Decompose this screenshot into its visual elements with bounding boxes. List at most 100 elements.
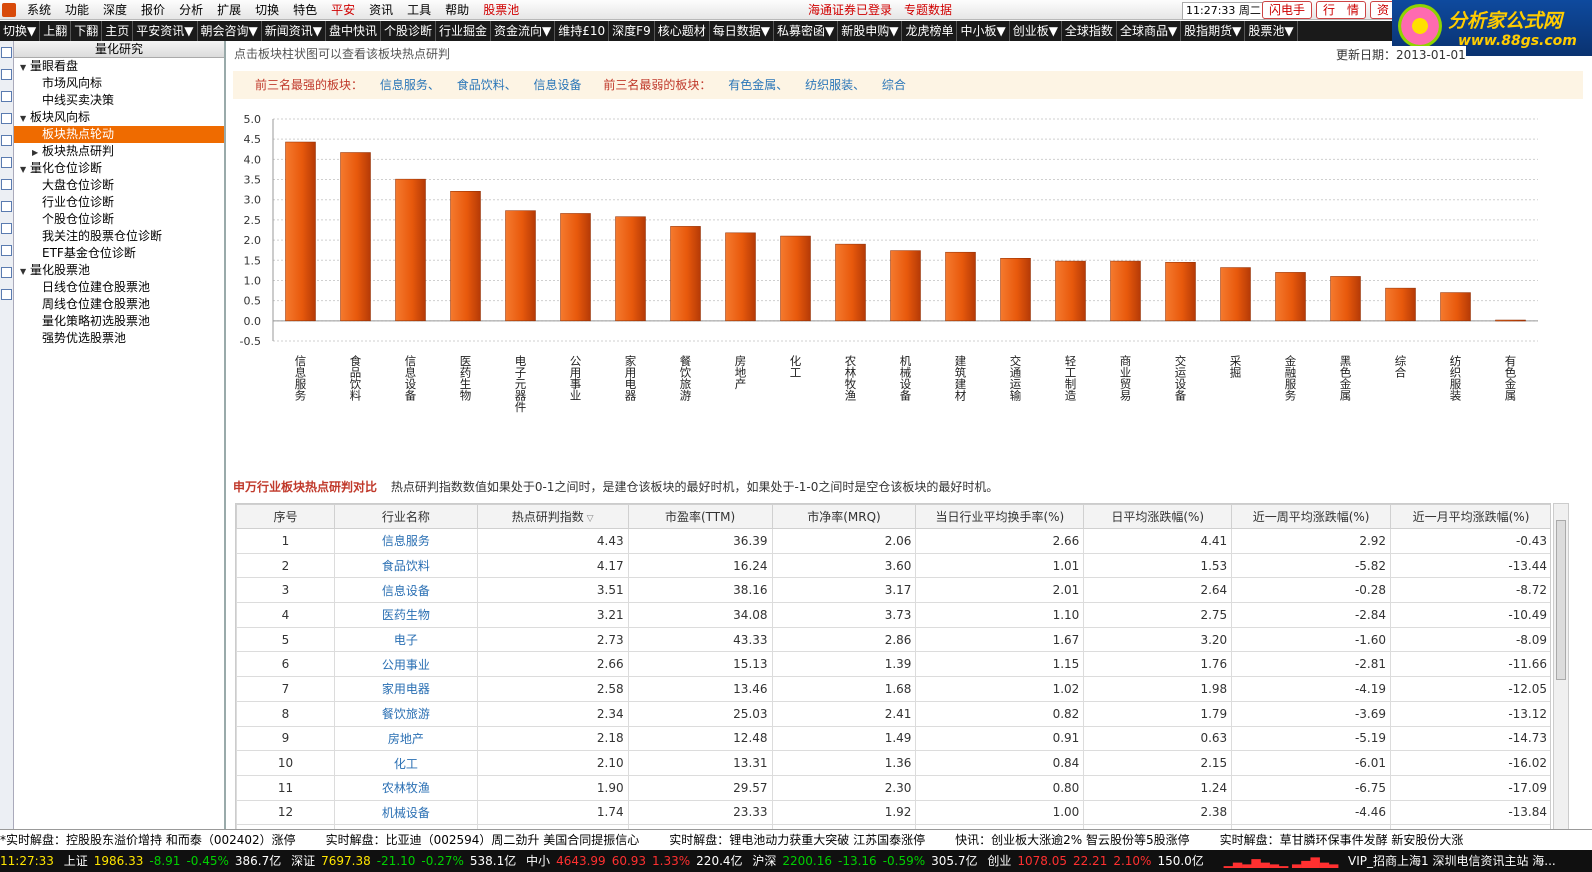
weak-link-2[interactable]: 纺织服装、 [805, 78, 866, 92]
flash-trade-button[interactable]: 闪电手 [1262, 1, 1313, 19]
tree-item[interactable]: 我关注的股票仓位诊断 [14, 228, 224, 245]
list-icon[interactable] [1, 113, 12, 124]
toolbar-item[interactable]: 股票池▼ [1245, 21, 1298, 41]
column-header[interactable]: 日平均涨跌幅(%) [1083, 504, 1233, 529]
chart-icon[interactable] [1, 157, 12, 168]
toolbar-item[interactable]: 主页 [102, 21, 134, 41]
calendar-icon[interactable] [1, 245, 12, 256]
toolbar-item[interactable]: 全球商品▼ [1117, 21, 1182, 41]
weak-link-3[interactable]: 综合 [881, 78, 906, 92]
tree-item[interactable]: 行业仓位诊断 [14, 194, 224, 211]
menu-item[interactable]: 系统 [27, 3, 52, 17]
sector-link[interactable]: 电子 [333, 626, 478, 653]
chart-bar[interactable] [670, 226, 701, 322]
sector-link[interactable]: 食品饮料 [333, 552, 478, 579]
search-icon[interactable] [1, 289, 12, 300]
table-row[interactable]: 9 房地产 2.18 12.48 1.49 0.91 0.63 -5.19 -14.73 [236, 725, 1550, 752]
tree-item[interactable]: 中线买卖决策 [14, 92, 224, 109]
sector-link[interactable]: 信息设备 [333, 577, 478, 604]
toolbar-item[interactable]: 深度F9 [609, 21, 655, 41]
weak-link-1[interactable]: 有色金属、 [728, 78, 789, 92]
toolbar-item[interactable]: 平安资讯▼ [133, 21, 198, 41]
chart-bar[interactable] [1220, 267, 1251, 322]
column-header[interactable]: 当日行业平均换手率(%) [915, 504, 1085, 529]
menu-item[interactable]: 深度 [103, 3, 128, 17]
scroll-thumb[interactable] [1556, 520, 1566, 680]
toolbar-item[interactable]: 私募密函▼ [774, 21, 839, 41]
toolbar-item[interactable]: 朝会咨询▼ [198, 21, 262, 41]
table-row[interactable]: 7 家用电器 2.58 13.46 1.68 1.02 1.98 -4.19 -12.05 [236, 676, 1550, 702]
chart-bar[interactable] [615, 216, 646, 322]
chart-bar[interactable] [340, 152, 371, 322]
toolbar-item[interactable]: 全球指数 [1062, 21, 1117, 41]
menu-item[interactable]: 报价 [141, 3, 166, 17]
ticker-item[interactable]: 快讯：创业板大涨逾2% 智云股份等5股涨停 [955, 833, 1190, 847]
sector-link[interactable]: 家用电器 [333, 676, 478, 702]
table-icon[interactable] [1, 179, 12, 190]
tree-item[interactable]: ▼ 量化仓位诊断 [14, 160, 224, 177]
chart-bar[interactable] [285, 141, 316, 322]
tree-item[interactable]: 大盘仓位诊断 [14, 177, 224, 194]
toolbar-item[interactable]: 下翻 [71, 21, 103, 41]
sector-link[interactable]: 医药生物 [333, 602, 478, 628]
vertical-scrollbar[interactable] [1553, 503, 1569, 833]
note-icon[interactable] [1, 223, 12, 234]
collapse-arrow-icon[interactable]: ▼ [20, 114, 27, 123]
strong-link-3[interactable]: 信息设备 [533, 78, 582, 92]
tree-item[interactable]: ▼ 板块风向标 [14, 109, 224, 126]
ticker-item[interactable]: 实时解盘：比亚迪（002594）周二劲升 美国合同提振信心 [325, 833, 640, 847]
toolbar-item[interactable]: 核心题材 [655, 21, 710, 41]
ticker-item[interactable]: 实时解盘：草甘膦环保事件发酵 新安股份大涨 [1219, 833, 1464, 847]
menu-item[interactable]: 特色 [293, 3, 318, 17]
toolbar-item[interactable]: 股指期货▼ [1181, 21, 1246, 41]
toolbar-item[interactable]: 中小板▼ [957, 21, 1010, 41]
tree-item[interactable]: 个股仓位诊断 [14, 211, 224, 228]
chart-bar[interactable] [1495, 319, 1526, 322]
toolbar-item[interactable]: 创业板▼ [1010, 21, 1062, 41]
collapse-arrow-icon[interactable]: ▼ [20, 165, 27, 174]
toolbar-item[interactable]: 上翻 [40, 21, 72, 41]
chart-bar[interactable] [560, 213, 591, 322]
up-icon[interactable] [1, 69, 12, 80]
column-header[interactable]: 行业名称 [333, 504, 478, 529]
table-row[interactable]: 6 公用事业 2.66 15.13 1.39 1.15 1.76 -2.81 -11.66 [236, 651, 1550, 678]
table-row[interactable]: 4 医药生物 3.21 34.08 3.73 1.10 2.75 -2.84 -10.49 [236, 602, 1550, 628]
down-icon[interactable] [1, 91, 12, 102]
ticker-item[interactable]: 实时解盘：锂电池动力获重大突破 江苏国泰涨停 [669, 833, 926, 847]
tree-item[interactable]: 市场风向标 [14, 75, 224, 92]
sector-link[interactable]: 房地产 [333, 725, 478, 752]
grid-icon[interactable] [1, 135, 12, 146]
chart-bar[interactable] [725, 232, 756, 322]
table-row[interactable]: 2 食品饮料 4.17 16.24 3.60 1.01 1.53 -5.82 -13.44 [236, 552, 1550, 579]
tree-item[interactable]: ▼ 量化股票池 [14, 262, 224, 279]
column-header[interactable]: 近一月平均涨跌幅(%) [1390, 504, 1550, 529]
tree-item[interactable]: 板块热点轮动 [14, 126, 224, 143]
back-icon[interactable] [1, 47, 12, 58]
menu-item[interactable]: 功能 [65, 3, 90, 17]
chart-bar[interactable] [890, 250, 921, 322]
toolbar-item[interactable]: 个股诊断 [381, 21, 437, 41]
tree-item[interactable]: 强势优选股票池 [14, 330, 224, 347]
menu-item[interactable]: 资讯 [369, 3, 394, 17]
strong-link-1[interactable]: 信息服务、 [379, 78, 440, 92]
menu-item[interactable]: 扩展 [217, 3, 242, 17]
tree-item[interactable]: ▼ 量眼看盘 [14, 58, 224, 75]
sector-link[interactable]: 农林牧渔 [333, 774, 478, 801]
toolbar-item[interactable]: 资金流向▼ [491, 21, 556, 41]
chart-bar[interactable] [1275, 272, 1306, 322]
menu-item[interactable]: 工具 [407, 3, 432, 17]
chart-bar[interactable] [1000, 258, 1031, 322]
table-row[interactable]: 5 电子 2.73 43.33 2.86 1.67 3.20 -1.60 -8.09 [236, 626, 1550, 653]
sort-desc-icon[interactable]: ▽ [583, 514, 594, 524]
tree-item[interactable]: 日线仓位建仓股票池 [14, 279, 224, 296]
table-row[interactable]: 11 农林牧渔 1.90 29.57 2.30 0.80 1.24 -6.75 -17.09 [236, 774, 1550, 801]
toolbar-item[interactable]: 新闻资讯▼ [262, 21, 326, 41]
strong-link-2[interactable]: 食品饮料、 [456, 78, 517, 92]
toolbar-item[interactable]: 盘中快讯 [326, 21, 381, 41]
column-header[interactable]: 序号 [236, 504, 335, 529]
tree-item[interactable]: ▶ 板块热点研判 [14, 143, 224, 160]
toolbar-item[interactable]: 每日数据▼ [710, 21, 774, 41]
chart-bar[interactable] [1440, 292, 1471, 322]
chart-bar[interactable] [450, 191, 481, 322]
toolbar-item[interactable]: 维持£10 [555, 21, 610, 41]
